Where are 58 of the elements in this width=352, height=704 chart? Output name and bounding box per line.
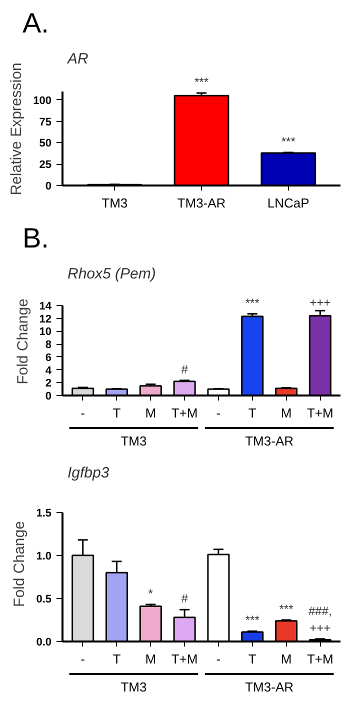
chart-title: Rhox5 (Pem): [68, 266, 156, 282]
y-axis-title: Fold Change: [14, 298, 32, 384]
text: TM3-AR: [245, 680, 294, 694]
y-tick-label: 12: [39, 313, 52, 326]
x-tick-label: LNCaP: [267, 196, 310, 210]
data-label: ###, +++: [308, 604, 332, 635]
x-tick-label: M: [145, 406, 156, 420]
y-tick-label: 0: [45, 180, 52, 192]
data-label: +++: [310, 296, 331, 310]
x-tick-label: M: [280, 406, 292, 420]
data-label: ***: [279, 602, 294, 616]
x-tick-label: -: [80, 652, 86, 666]
y-tick-label: 1.0: [36, 550, 52, 562]
y-tick-label: 8: [45, 339, 52, 352]
x-tick-label: T+M: [171, 406, 198, 420]
data-label: ***: [245, 296, 260, 310]
x-tick-label: M: [145, 652, 156, 666]
x-tick-label: -: [216, 652, 221, 666]
text: B.: [22, 222, 49, 254]
x-tick-label: T+M: [306, 652, 334, 666]
y-tick-label: 4: [45, 364, 52, 377]
chart-title: AR: [66, 50, 89, 68]
y-axis-title: Fold Change: [11, 521, 28, 607]
data-label: ***: [194, 75, 209, 90]
data-label: #: [181, 362, 188, 376]
text: TM3: [120, 680, 147, 694]
x-tick-label: T: [248, 406, 256, 420]
y-tick-label: 75: [39, 116, 52, 128]
x-tick-label: T+M: [306, 406, 334, 420]
y-tick-label: 50: [39, 138, 52, 150]
x-tick-label: -: [216, 406, 221, 420]
chart-title: Igfbp3: [68, 464, 110, 482]
data-label: ***: [245, 613, 260, 628]
y-axis-title: Relative Expression: [8, 62, 26, 196]
y-tick-label: 10: [39, 326, 52, 338]
x-tick-label: TM3-AR: [177, 196, 226, 210]
text: TM3-AR: [245, 434, 294, 448]
y-tick-label: 0.5: [36, 593, 52, 606]
x-tick-label: T+M: [171, 652, 198, 666]
data-label: *: [148, 586, 154, 600]
y-tick-label: 0: [45, 390, 52, 402]
y-tick-label: 2: [45, 378, 52, 390]
y-tick-label: 0.0: [36, 636, 52, 648]
y-tick-label: 6: [45, 352, 52, 364]
x-tick-label: T: [112, 406, 121, 420]
x-tick-label: M: [280, 652, 292, 666]
y-tick-label: 14: [39, 300, 52, 312]
x-tick-label: T: [112, 652, 121, 666]
data-label: ***: [281, 134, 296, 148]
text: A.: [22, 8, 49, 38]
text: TM3: [120, 434, 147, 448]
y-tick-label: 100: [33, 94, 52, 107]
x-tick-label: -: [80, 406, 86, 420]
x-tick-label: TM3: [102, 196, 128, 210]
y-tick-label: 25: [39, 159, 52, 172]
x-tick-label: T: [248, 652, 256, 666]
data-label: #: [181, 592, 188, 606]
y-tick-label: 1.5: [36, 507, 52, 520]
